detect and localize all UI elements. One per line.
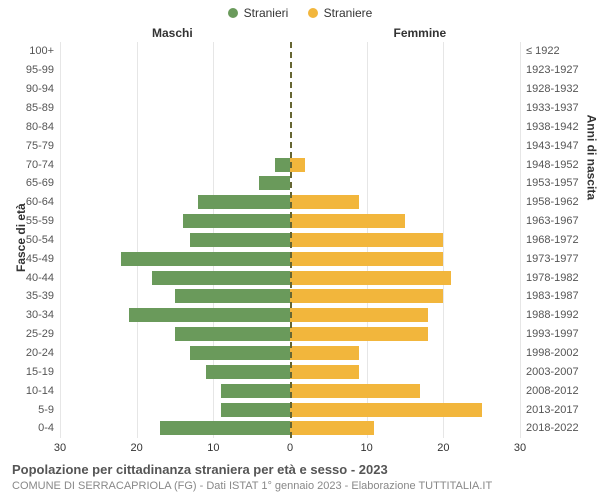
birth-year-label: 2003-2007: [526, 365, 588, 379]
birth-year-label: 2013-2017: [526, 403, 588, 417]
age-label: 0-4: [12, 421, 54, 435]
legend-swatch-female: [308, 8, 318, 18]
birth-year-label: 2018-2022: [526, 421, 588, 435]
bar-male: [129, 308, 290, 322]
birth-year-label: 1978-1982: [526, 271, 588, 285]
birth-year-label: 1963-1967: [526, 214, 588, 228]
x-tick: 0: [287, 442, 293, 454]
grid-line: [137, 42, 138, 438]
birth-year-label: 1983-1987: [526, 289, 588, 303]
chart-container: Stranieri Straniere Maschi Femmine Fasce…: [0, 0, 600, 500]
age-label: 15-19: [12, 365, 54, 379]
age-label: 60-64: [12, 195, 54, 209]
birth-year-label: 2008-2012: [526, 384, 588, 398]
birth-year-label: ≤ 1922: [526, 44, 588, 58]
bar-male: [206, 365, 290, 379]
bar-female: [290, 384, 420, 398]
bar-female: [290, 158, 305, 172]
bar-female: [290, 346, 359, 360]
x-tick: 20: [437, 442, 449, 454]
legend: Stranieri Straniere: [0, 6, 600, 21]
bar-male: [175, 327, 290, 341]
age-label: 5-9: [12, 403, 54, 417]
bar-female: [290, 403, 482, 417]
bar-male: [275, 158, 290, 172]
birth-year-label: 1958-1962: [526, 195, 588, 209]
age-label: 30-34: [12, 308, 54, 322]
age-label: 75-79: [12, 139, 54, 153]
column-header-male: Maschi: [152, 26, 193, 40]
age-label: 20-24: [12, 346, 54, 360]
bar-female: [290, 289, 443, 303]
bar-female: [290, 421, 374, 435]
bar-female: [290, 271, 451, 285]
legend-swatch-male: [228, 8, 238, 18]
legend-label-male: Stranieri: [244, 6, 289, 20]
bar-male: [221, 384, 290, 398]
age-label: 55-59: [12, 214, 54, 228]
age-label: 45-49: [12, 252, 54, 266]
x-tick: 30: [514, 442, 526, 454]
birth-year-label: 1968-1972: [526, 233, 588, 247]
age-label: 50-54: [12, 233, 54, 247]
bar-male: [160, 421, 290, 435]
x-tick: 20: [131, 442, 143, 454]
bar-female: [290, 308, 428, 322]
birth-year-label: 1933-1937: [526, 101, 588, 115]
birth-year-label: 1923-1927: [526, 63, 588, 77]
bar-female: [290, 233, 443, 247]
grid-line: [520, 42, 521, 438]
x-tick: 10: [207, 442, 219, 454]
birth-year-label: 1973-1977: [526, 252, 588, 266]
chart-title: Popolazione per cittadinanza straniera p…: [12, 462, 388, 477]
bar-male: [198, 195, 290, 209]
birth-year-label: 1953-1957: [526, 176, 588, 190]
age-label: 40-44: [12, 271, 54, 285]
birth-year-label: 1948-1952: [526, 158, 588, 172]
bar-female: [290, 195, 359, 209]
age-label: 65-69: [12, 176, 54, 190]
column-header-female: Femmine: [394, 26, 447, 40]
bar-female: [290, 252, 443, 266]
age-label: 35-39: [12, 289, 54, 303]
birth-year-label: 1943-1947: [526, 139, 588, 153]
chart-area: [60, 42, 520, 438]
age-label: 100+: [12, 44, 54, 58]
bar-male: [190, 233, 290, 247]
bar-female: [290, 365, 359, 379]
bar-male: [175, 289, 290, 303]
bar-male: [259, 176, 290, 190]
bar-female: [290, 327, 428, 341]
age-label: 80-84: [12, 120, 54, 134]
age-label: 95-99: [12, 63, 54, 77]
birth-year-label: 1938-1942: [526, 120, 588, 134]
bar-male: [221, 403, 290, 417]
age-label: 85-89: [12, 101, 54, 115]
birth-year-label: 1928-1932: [526, 82, 588, 96]
age-label: 70-74: [12, 158, 54, 172]
bar-male: [121, 252, 290, 266]
bar-male: [190, 346, 290, 360]
legend-label-female: Straniere: [324, 6, 373, 20]
x-tick: 30: [54, 442, 66, 454]
birth-year-label: 1988-1992: [526, 308, 588, 322]
grid-line: [443, 42, 444, 438]
bar-male: [183, 214, 290, 228]
legend-item-female: Straniere: [308, 6, 373, 20]
birth-year-label: 1998-2002: [526, 346, 588, 360]
bar-female: [290, 214, 405, 228]
legend-item-male: Stranieri: [228, 6, 289, 20]
age-label: 25-29: [12, 327, 54, 341]
birth-year-label: 1993-1997: [526, 327, 588, 341]
grid-line: [60, 42, 61, 438]
age-label: 90-94: [12, 82, 54, 96]
chart-subtitle: COMUNE DI SERRACAPRIOLA (FG) - Dati ISTA…: [12, 480, 492, 492]
center-line: [290, 42, 292, 438]
age-label: 10-14: [12, 384, 54, 398]
x-tick: 10: [361, 442, 373, 454]
bar-male: [152, 271, 290, 285]
